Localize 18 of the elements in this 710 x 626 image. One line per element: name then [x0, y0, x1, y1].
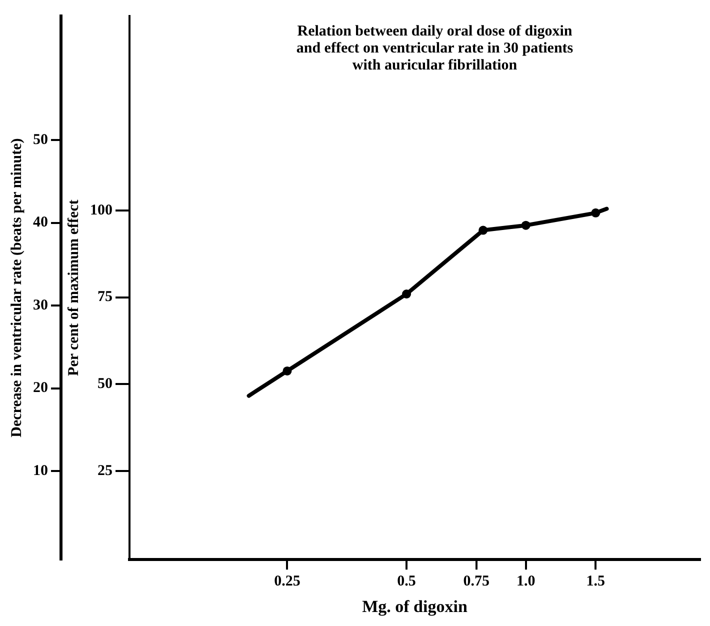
y-tick-label: 10 [33, 462, 48, 479]
text: Relation between daily oral dose of digoxin and effect on ventricular rate in 30 patients with auricular fibrillation [296, 23, 574, 74]
y2-tick-label: 50 [98, 376, 112, 392]
x-tick-label: 1.5 [586, 573, 606, 590]
y2-axis-title: Per cent of maximum effect [66, 200, 82, 376]
y2-tick-label: 25 [98, 462, 112, 479]
y2-tick-label: 75 [98, 289, 112, 306]
x-axis-title: Mg. of digoxin [362, 597, 468, 616]
x-tick-label: 0.25 [274, 573, 300, 590]
y-axis-title: Decrease in ventricular rate (beats per minute) [8, 138, 25, 438]
y-tick-label: 30 [33, 297, 48, 314]
y-tick-label: 50 [33, 132, 48, 148]
y2-tick-label: 100 [90, 202, 112, 218]
x-tick-label: 1.0 [516, 573, 536, 590]
x-tick-label: 0.75 [463, 573, 490, 590]
y-tick-label: 40 [33, 214, 48, 231]
y-tick-label: 20 [33, 380, 48, 396]
x-tick-label: 0.5 [397, 573, 416, 590]
